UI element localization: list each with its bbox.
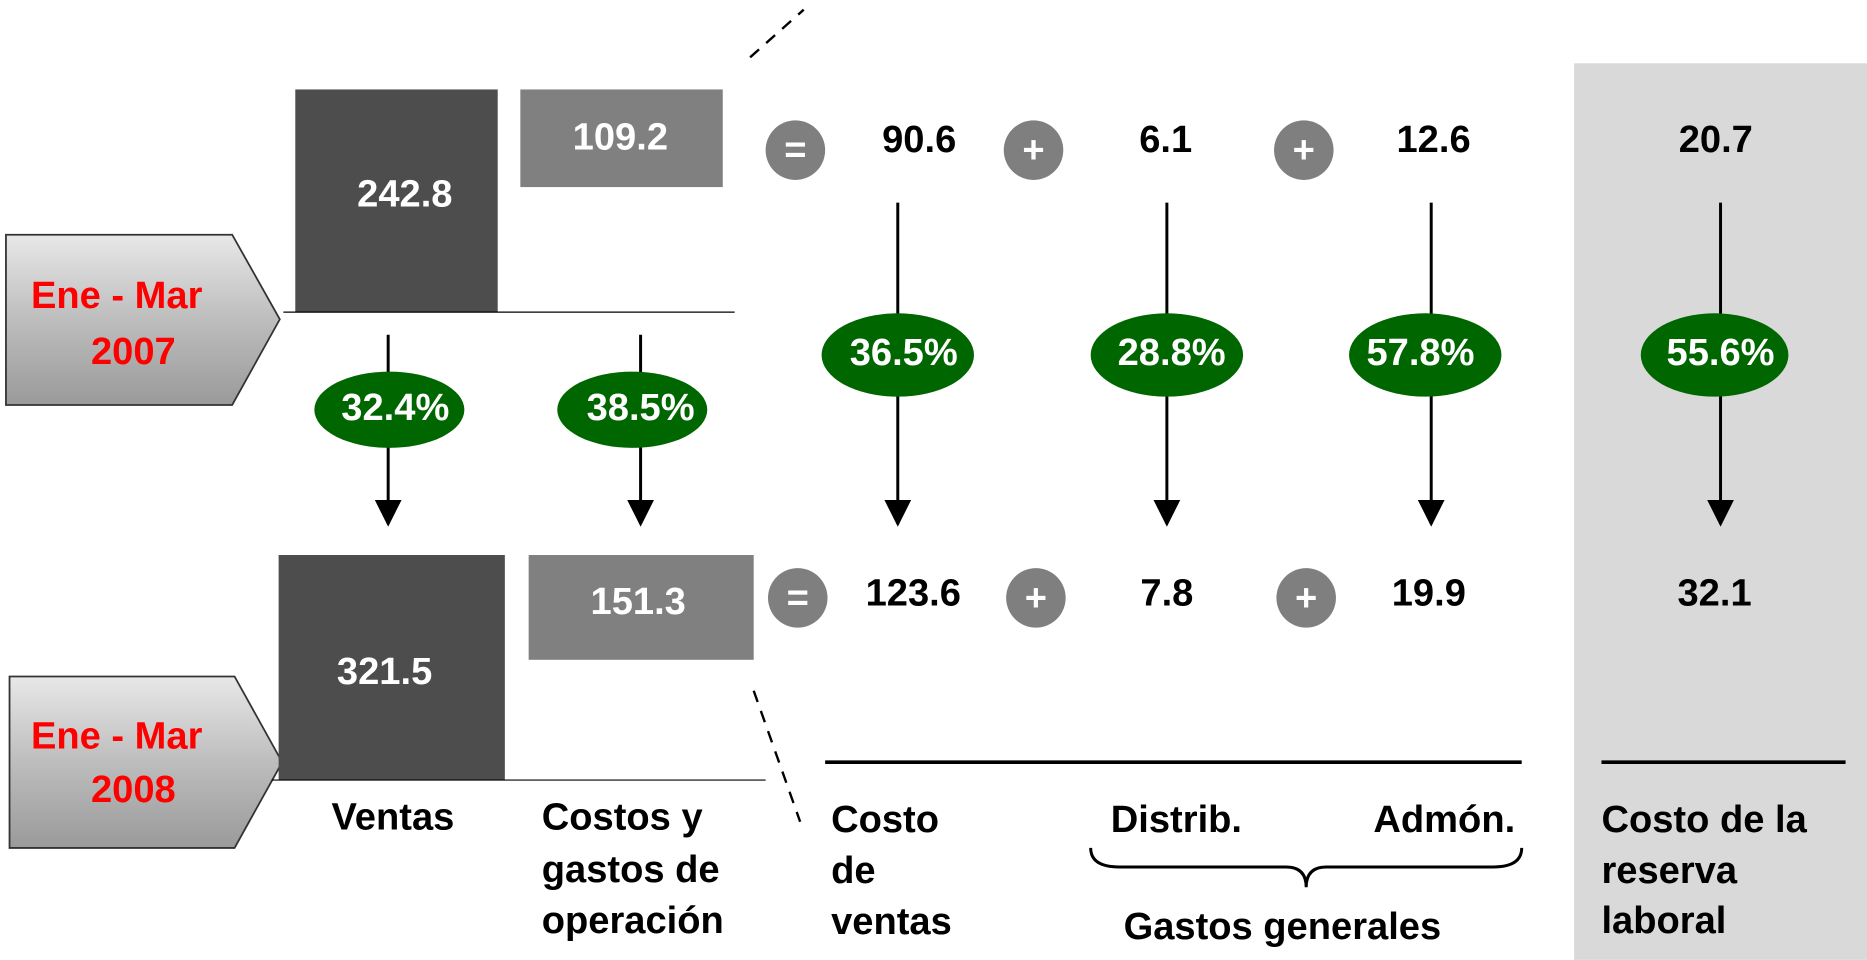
value: 109.2 <box>573 117 668 159</box>
brace <box>1089 847 1524 888</box>
change-badge <box>557 371 708 448</box>
value: 242.8 <box>357 174 452 216</box>
dashed-line <box>749 8 805 59</box>
value: 6.1 <box>1139 119 1192 161</box>
label: Ventas <box>332 796 455 838</box>
period-label: 2008 <box>91 769 176 811</box>
value: 12.6 <box>1397 119 1471 161</box>
label: laboral <box>1601 900 1726 942</box>
operator-circle <box>1003 120 1064 180</box>
label: Distrib. <box>1111 799 1242 841</box>
label: de <box>831 850 875 892</box>
label: reserva <box>1601 850 1737 892</box>
label: Costo de la <box>1601 799 1807 841</box>
operator: = <box>784 130 806 172</box>
costos-bar <box>520 89 723 188</box>
value: 7.8 <box>1140 573 1193 615</box>
operator-circle <box>765 120 826 180</box>
change-badge <box>1349 313 1502 397</box>
costos-bar <box>528 555 754 660</box>
change-badge <box>1640 313 1789 397</box>
period-arrow <box>5 233 281 406</box>
value: 321.5 <box>337 651 432 693</box>
operator-circle <box>1274 120 1334 180</box>
change: 57.8% <box>1366 332 1474 374</box>
label: gastos de <box>542 849 720 891</box>
period-label: 2007 <box>91 331 176 373</box>
period-label: Ene - Mar <box>31 275 203 317</box>
value: 123.6 <box>866 573 961 615</box>
change: 55.6% <box>1667 332 1775 374</box>
change: 32.4% <box>341 387 449 429</box>
operator-circle <box>1276 568 1336 628</box>
value: 90.6 <box>882 119 956 161</box>
label: Costo <box>831 799 939 841</box>
operator: + <box>1022 130 1044 172</box>
operator: + <box>1295 577 1317 619</box>
operator-circle <box>1006 568 1066 628</box>
change-badge <box>1090 313 1244 397</box>
value: 151.3 <box>591 581 686 623</box>
change: 28.8% <box>1118 332 1226 374</box>
period-label: Ene - Mar <box>31 715 203 757</box>
value: 20.7 <box>1679 119 1753 161</box>
label: Costos y <box>542 796 703 838</box>
dashed-line <box>752 690 802 823</box>
label: Admón. <box>1373 799 1515 841</box>
operator: + <box>1025 577 1047 619</box>
change: 38.5% <box>587 387 695 429</box>
change-badge <box>821 313 974 397</box>
change: 36.5% <box>850 332 958 374</box>
ventas-bar <box>278 555 505 781</box>
value: 19.9 <box>1392 573 1466 615</box>
label: ventas <box>831 901 952 943</box>
value: 32.1 <box>1678 573 1752 615</box>
operator-circle <box>767 568 828 628</box>
change-badge <box>314 371 465 448</box>
label: Gastos generales <box>1124 906 1442 948</box>
ventas-bar <box>295 89 498 313</box>
period-arrow <box>8 675 284 849</box>
operator: + <box>1293 130 1315 172</box>
label: operación <box>542 900 724 942</box>
operator: = <box>787 577 809 619</box>
